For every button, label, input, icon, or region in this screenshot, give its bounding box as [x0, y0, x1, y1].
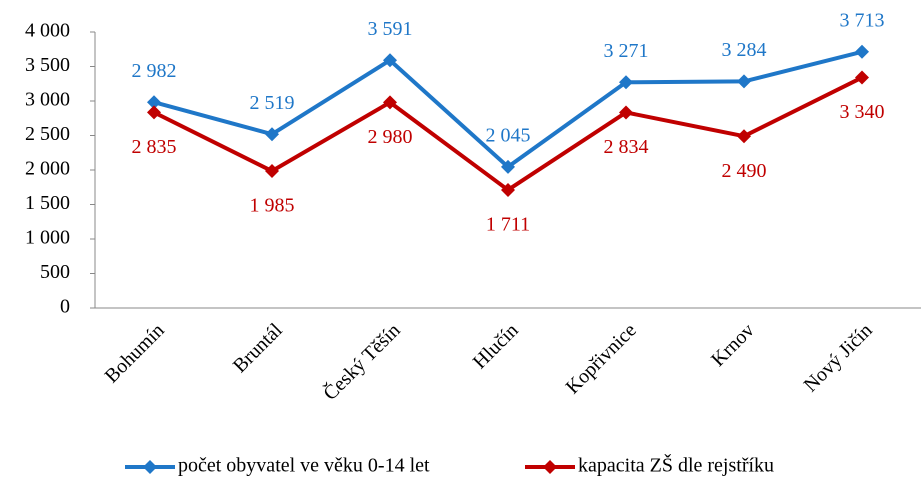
- point-marker: [855, 70, 869, 85]
- x-tick-label: Hlučín: [469, 319, 523, 373]
- data-label: 2 835: [132, 136, 177, 158]
- y-tick-label: 1 500: [25, 192, 70, 214]
- x-tick-label: Nový Jičín: [800, 319, 877, 396]
- data-label: 1 985: [250, 195, 295, 217]
- point-marker: [737, 74, 751, 89]
- point-marker: [619, 75, 633, 90]
- point-marker: [383, 53, 397, 68]
- y-tick-label: 4 000: [25, 20, 70, 42]
- data-label: 3 591: [368, 18, 413, 40]
- x-tick-label: Český Těšín: [318, 318, 405, 405]
- point-marker: [619, 105, 633, 120]
- point-marker: [501, 159, 515, 174]
- point-marker: [147, 105, 161, 120]
- x-tick-label: Bohumín: [101, 319, 169, 387]
- y-tick-label: 3 500: [25, 54, 70, 76]
- x-tick-label: Krnov: [707, 319, 759, 371]
- legend-marker: [143, 460, 157, 474]
- data-label: 3 271: [604, 40, 649, 62]
- legend-marker: [543, 460, 557, 474]
- point-marker: [383, 95, 397, 110]
- x-tick-label: Kopřivnice: [562, 319, 641, 398]
- point-marker: [501, 182, 515, 197]
- point-marker: [265, 127, 279, 142]
- point-marker: [855, 44, 869, 59]
- data-label: 2 834: [604, 136, 649, 158]
- data-label: 2 519: [250, 92, 295, 114]
- y-tick-label: 2 000: [25, 158, 70, 180]
- data-label: 1 711: [486, 214, 530, 236]
- data-label: 2 980: [368, 126, 413, 148]
- legend-label: počet obyvatel ve věku 0-14 let: [178, 455, 430, 477]
- legend-label: kapacita ZŠ dle rejstříku: [578, 453, 774, 477]
- y-tick-label: 0: [60, 296, 70, 318]
- data-label: 2 982: [132, 60, 177, 82]
- data-label: 2 045: [486, 124, 531, 146]
- y-tick-label: 3 000: [25, 89, 70, 111]
- x-tick-label: Bruntál: [229, 319, 287, 377]
- data-label: 3 284: [722, 39, 767, 61]
- data-label: 3 340: [840, 101, 885, 123]
- point-marker: [147, 95, 161, 110]
- point-marker: [737, 129, 751, 144]
- y-tick-label: 500: [40, 261, 70, 283]
- point-marker: [265, 164, 279, 179]
- data-label: 2 490: [722, 160, 767, 182]
- data-label: 3 713: [840, 9, 885, 31]
- y-tick-label: 2 500: [25, 123, 70, 145]
- y-tick-label: 1 000: [25, 227, 70, 249]
